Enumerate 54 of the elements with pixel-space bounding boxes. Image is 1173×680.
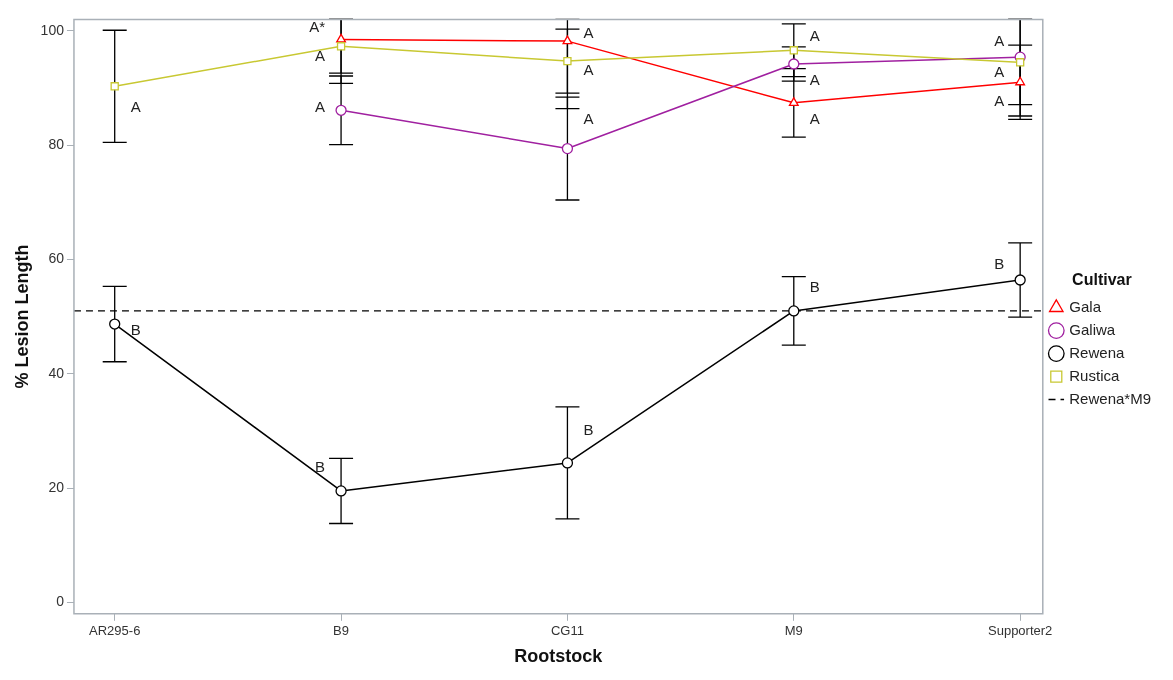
point [561,142,574,155]
point [788,305,800,317]
annotation: A [994,91,1005,109]
legend-label: Rustica [1069,366,1120,384]
y-tick-label: 60 [48,250,65,267]
point [335,104,347,116]
point [562,35,573,45]
point [563,56,572,66]
x-axis-title: Rootstock [514,646,604,667]
annotation: B [994,255,1005,273]
annotation: B [130,321,141,339]
legend-label: Gala [1069,297,1102,315]
y-tick-label: 100 [40,21,65,38]
point [1014,274,1026,286]
annotation: A [994,32,1005,50]
y-tick-label: 80 [48,136,65,152]
annotation: A [994,63,1005,81]
x-tick-label: AR295-6 [89,623,141,639]
point [336,42,346,51]
x-tick-label: M9 [784,623,803,639]
legend-label: Rewena*M9 [1069,389,1152,407]
annotation: B [809,278,820,296]
annotation: A [130,98,141,116]
y-axis-title: % Lesion Length [11,244,32,389]
y-tick-label: 0 [56,593,65,610]
point [788,58,800,70]
annotation: B [315,458,326,476]
x-tick-label: B9 [333,623,350,639]
point [335,485,347,497]
annotation: A [315,98,326,116]
legend-title: Cultivar [1072,271,1132,289]
annotation: A [809,71,820,89]
annotation: A* [309,18,326,36]
legend-label: Galiwa [1069,320,1116,338]
point [1015,76,1026,86]
annotation: A [315,46,326,64]
x-tick-label: Supporter2 [987,623,1053,639]
annotation: A [809,26,820,44]
y-tick-label: 40 [48,364,65,381]
annotation: A [809,109,820,127]
point [789,46,798,55]
y-tick-label: 20 [48,478,65,495]
point [336,33,347,43]
point [109,318,121,330]
point [561,457,574,469]
annotation: A [583,23,594,41]
annotation: B [583,421,594,439]
point [788,97,799,106]
annotation: A [583,60,594,78]
x-tick-label: CG11 [550,623,584,639]
point [110,82,119,91]
annotation: A [583,109,594,127]
point [1015,58,1025,67]
legend-label: Rewena [1069,343,1125,361]
